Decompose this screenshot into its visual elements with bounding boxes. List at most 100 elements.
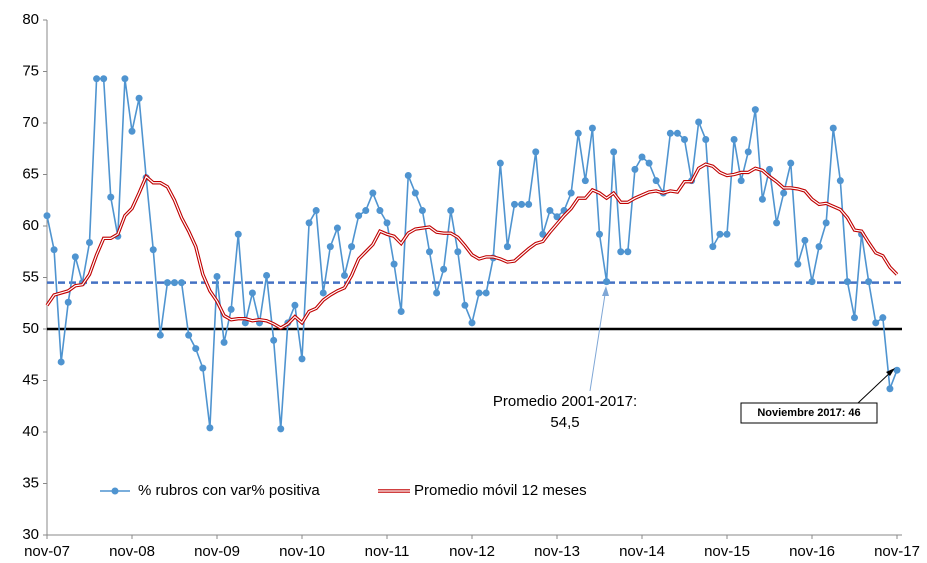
- point: [263, 271, 271, 279]
- point: [681, 135, 688, 143]
- y-tick-label: 45: [22, 371, 39, 388]
- point: [603, 278, 611, 286]
- point: [574, 129, 582, 137]
- x-tick-label: nov-08: [109, 543, 155, 560]
- point: [86, 238, 93, 246]
- point: [553, 213, 561, 221]
- point: [539, 230, 547, 238]
- point: [610, 148, 618, 156]
- x-tick-label: nov-13: [534, 543, 580, 560]
- point: [341, 271, 348, 279]
- point: [298, 355, 306, 363]
- point: [695, 118, 703, 126]
- point: [829, 124, 837, 132]
- point: [156, 331, 164, 339]
- point: [822, 219, 830, 227]
- point: [645, 159, 653, 167]
- point: [411, 189, 419, 197]
- point: [780, 189, 788, 197]
- point: [588, 124, 596, 132]
- point: [475, 289, 483, 297]
- x-tick-label: nov-09: [194, 543, 240, 560]
- y-tick-label: 35: [22, 474, 39, 491]
- point: [652, 177, 660, 185]
- point: [596, 230, 603, 238]
- y-tick-label: 55: [22, 268, 39, 285]
- point: [468, 319, 476, 327]
- point: [638, 153, 646, 161]
- point: [71, 253, 79, 261]
- point: [723, 230, 731, 238]
- point: [666, 129, 674, 137]
- point: [709, 243, 717, 251]
- legend-label: % rubros con var% positiva: [138, 482, 320, 499]
- annotation-text: 54,5: [550, 414, 579, 431]
- x-tick-label: nov-17: [874, 543, 920, 560]
- point: [865, 278, 873, 286]
- x-tick-label: nov-11: [365, 543, 410, 560]
- point: [220, 338, 228, 346]
- point: [886, 385, 894, 393]
- point: [843, 278, 851, 286]
- x-tick-label: nov-07: [24, 543, 70, 560]
- point: [107, 193, 115, 201]
- point: [171, 279, 178, 287]
- point: [744, 148, 752, 156]
- x-tick-label: nov-14: [619, 543, 665, 560]
- point: [546, 207, 554, 215]
- point: [730, 135, 738, 143]
- point: [567, 189, 575, 197]
- point: [454, 248, 462, 256]
- point: [348, 243, 356, 251]
- point: [440, 265, 448, 273]
- point: [376, 207, 384, 215]
- point: [57, 358, 65, 366]
- point: [291, 301, 299, 309]
- point: [532, 148, 540, 156]
- y-tick-label: 50: [22, 320, 39, 337]
- point: [617, 248, 625, 256]
- y-tick-label: 65: [22, 165, 39, 182]
- point: [631, 165, 639, 173]
- point: [794, 260, 802, 268]
- series-line-inner: [46, 163, 898, 329]
- point: [581, 177, 589, 185]
- point: [893, 366, 901, 374]
- point: [773, 219, 781, 227]
- point: [128, 127, 136, 135]
- point: [496, 159, 504, 167]
- point: [815, 243, 823, 251]
- point: [872, 319, 880, 327]
- point: [383, 219, 391, 227]
- point: [248, 289, 256, 297]
- point: [149, 246, 157, 254]
- point: [355, 212, 363, 220]
- y-tick-label: 70: [22, 114, 39, 131]
- point: [503, 243, 511, 251]
- point: [206, 424, 214, 432]
- point: [433, 289, 441, 297]
- point: [93, 75, 101, 83]
- x-tick-label: nov-15: [704, 543, 750, 560]
- point: [801, 236, 809, 244]
- series-line: [45, 162, 899, 330]
- annotation-arrow: [589, 287, 607, 392]
- point: [673, 129, 681, 137]
- point: [369, 189, 377, 197]
- point: [234, 230, 242, 238]
- point: [702, 135, 710, 143]
- annotation-arrowhead: [602, 286, 609, 296]
- point: [404, 172, 412, 180]
- point: [312, 207, 320, 215]
- point: [751, 106, 759, 114]
- legend-label: Promedio móvil 12 meses: [414, 482, 587, 499]
- point: [879, 314, 887, 322]
- point: [836, 177, 844, 185]
- point: [716, 230, 724, 238]
- annotation-arrow: [857, 369, 894, 404]
- point: [277, 425, 285, 433]
- legend-marker: [111, 487, 119, 495]
- point: [390, 260, 398, 268]
- point: [758, 195, 766, 203]
